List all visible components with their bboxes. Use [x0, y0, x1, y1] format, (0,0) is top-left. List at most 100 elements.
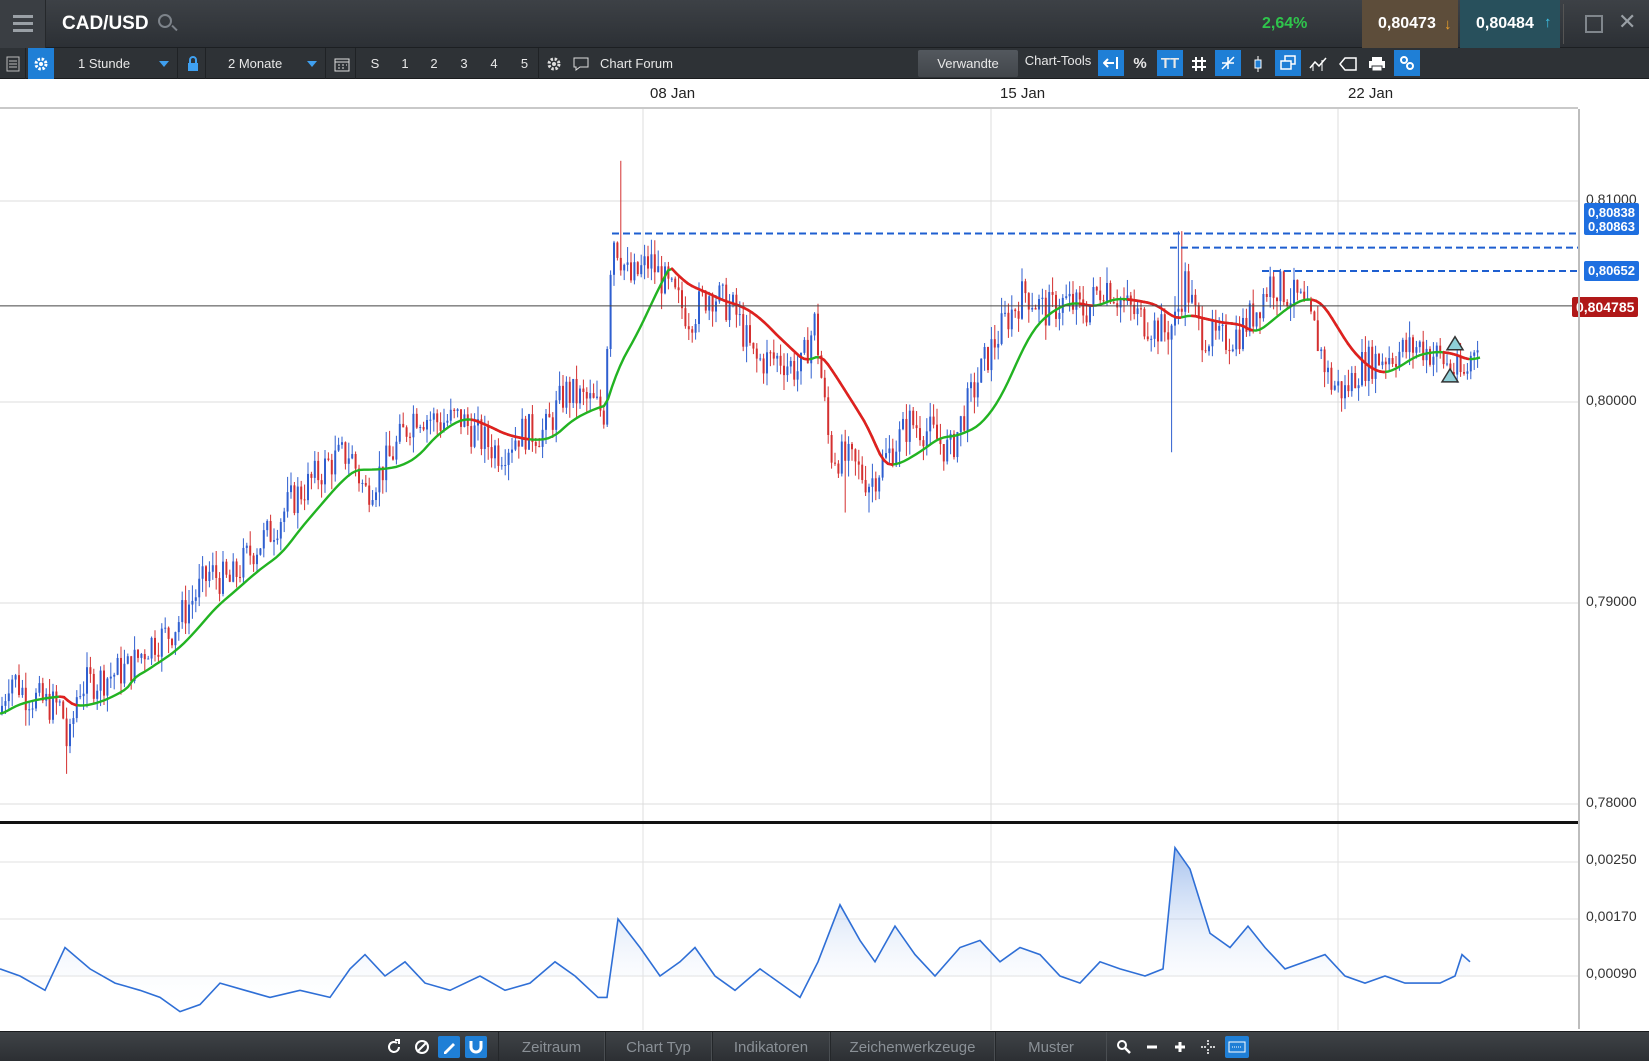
candle-body: [956, 432, 959, 458]
interval-select[interactable]: 1 Stunde: [56, 48, 178, 79]
candle-body: [908, 410, 911, 442]
candle-body: [18, 675, 20, 695]
magnet-icon[interactable]: [465, 1036, 487, 1058]
tab-zeitraum[interactable]: Zeitraum: [498, 1032, 605, 1061]
pencil-icon[interactable]: [438, 1036, 460, 1058]
candle-body: [599, 396, 602, 411]
candle-body: [1106, 282, 1108, 301]
preset-3-button[interactable]: 3: [460, 56, 468, 71]
level-tag[interactable]: 0,80863: [1584, 219, 1639, 235]
zoom-icon[interactable]: [1113, 1036, 1135, 1058]
arrow-left-box-icon[interactable]: [1098, 50, 1124, 76]
candle-body: [1473, 352, 1476, 356]
chart-forum-button[interactable]: Chart Forum: [572, 48, 702, 79]
candle-body: [140, 653, 143, 658]
fit-screen-icon[interactable]: [1225, 1036, 1249, 1058]
pattern-markers[interactable]: [1440, 335, 1465, 383]
clear-icon[interactable]: [411, 1036, 433, 1058]
date-label: 15 Jan: [1000, 85, 1046, 102]
range-select[interactable]: 2 Monate: [208, 48, 326, 79]
oscillator-chart[interactable]: [0, 824, 1578, 1030]
candle-body: [14, 675, 17, 680]
preset-2-button[interactable]: 2: [430, 56, 438, 71]
candle-body: [1364, 352, 1367, 381]
lock-icon[interactable]: [180, 48, 206, 79]
percent-button[interactable]: %: [1133, 55, 1147, 72]
buy-button[interactable]: 0,80484 ↑: [1460, 0, 1560, 48]
sell-button[interactable]: 0,80473 ↓: [1362, 0, 1458, 48]
candle-body: [1109, 282, 1112, 303]
tag-icon[interactable]: [1335, 48, 1361, 79]
calendar-icon[interactable]: [328, 48, 356, 79]
restore-icon[interactable]: [1585, 15, 1603, 33]
title-scrollbar[interactable]: [1563, 4, 1573, 44]
candle-body: [738, 314, 741, 316]
refresh-icon[interactable]: [383, 1036, 405, 1058]
candle-body: [490, 447, 493, 459]
price-chart[interactable]: [0, 109, 1578, 821]
candle-body: [715, 301, 717, 312]
candle-body: [575, 378, 578, 404]
gear-icon[interactable]: [28, 48, 54, 79]
list-icon[interactable]: [0, 48, 26, 79]
candle-body: [79, 696, 82, 698]
indicator-icon[interactable]: [1305, 48, 1331, 79]
text-tool-button[interactable]: TT: [1157, 50, 1183, 76]
candle-body: [1078, 292, 1081, 300]
crosshair-icon[interactable]: [1197, 1036, 1219, 1058]
ma-down-segment: [802, 357, 810, 361]
menu-icon[interactable]: [0, 0, 46, 48]
pane-divider[interactable]: [0, 821, 1578, 824]
candle-body: [1330, 367, 1333, 390]
plus-icon[interactable]: [1169, 1036, 1191, 1058]
candle-body: [201, 566, 204, 579]
preset-5-button[interactable]: 5: [511, 48, 539, 79]
tab-muster[interactable]: Muster: [995, 1032, 1107, 1061]
candle-body: [52, 691, 54, 720]
print-icon[interactable]: [1364, 48, 1390, 79]
resistance-lines: [612, 232, 1578, 272]
search-icon[interactable]: [158, 14, 172, 28]
windows-icon[interactable]: [1275, 50, 1301, 76]
grid-icon[interactable]: [1186, 48, 1212, 79]
candle-body: [602, 410, 605, 425]
candle-body: [154, 637, 156, 655]
price-axis-label: 0,78000: [1586, 794, 1637, 810]
candle-body: [762, 358, 765, 374]
verwandte-button[interactable]: Verwandte: [918, 50, 1018, 77]
candle-body: [262, 530, 265, 549]
candle-body: [1422, 341, 1425, 361]
candle-body: [888, 448, 891, 454]
candle-icon[interactable]: [1245, 48, 1271, 79]
minus-icon[interactable]: [1141, 1036, 1163, 1058]
candle-body: [1432, 356, 1435, 365]
tab-zeichenwerkzeuge[interactable]: Zeichenwerkzeuge: [830, 1032, 995, 1061]
candle-body: [609, 274, 612, 350]
level-tag[interactable]: 0,80652: [1584, 261, 1639, 281]
candle-body: [211, 565, 214, 572]
candle-body: [174, 632, 177, 646]
close-icon[interactable]: ✕: [1618, 9, 1637, 34]
preset-1-button[interactable]: 1: [401, 56, 409, 71]
candle-body: [327, 458, 330, 460]
settings-gear-icon[interactable]: [541, 48, 567, 79]
preset-s-button[interactable]: S: [370, 56, 380, 71]
candle-body: [551, 417, 554, 430]
candle-body: [1167, 332, 1170, 340]
level-tag[interactable]: 0,80838: [1584, 203, 1639, 223]
candle-body: [364, 482, 367, 486]
candle-body: [766, 352, 768, 374]
candle-body: [562, 385, 564, 408]
pattern-marker-icon: [1445, 335, 1465, 351]
draw-tool-icon[interactable]: [1215, 50, 1241, 76]
candle-body: [504, 464, 507, 466]
candle-body: [296, 486, 299, 514]
settings-tools-icon[interactable]: [1394, 50, 1420, 76]
chart-grid: [0, 109, 1578, 821]
tab-chart-typ[interactable]: Chart Typ: [605, 1032, 712, 1061]
candle-body: [810, 335, 813, 364]
candle-body: [443, 422, 445, 431]
tab-indikatoren[interactable]: Indikatoren: [712, 1032, 830, 1061]
candle-body: [871, 478, 874, 487]
preset-4-button[interactable]: 4: [490, 56, 498, 71]
